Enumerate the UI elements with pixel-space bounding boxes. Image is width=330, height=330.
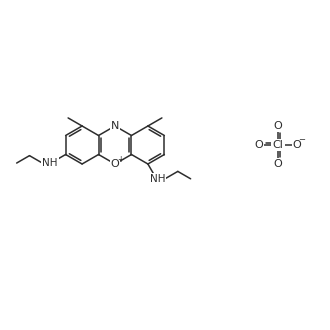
Text: +: + [117,155,124,164]
Text: N: N [111,121,119,131]
Text: NH: NH [150,174,165,184]
Text: O: O [274,121,282,131]
Text: Cl: Cl [273,140,283,150]
Text: O: O [255,140,263,150]
Text: NH: NH [42,158,57,168]
Text: O: O [274,159,282,169]
Text: O: O [111,159,119,169]
Text: −: − [299,136,306,145]
Text: O: O [293,140,301,150]
